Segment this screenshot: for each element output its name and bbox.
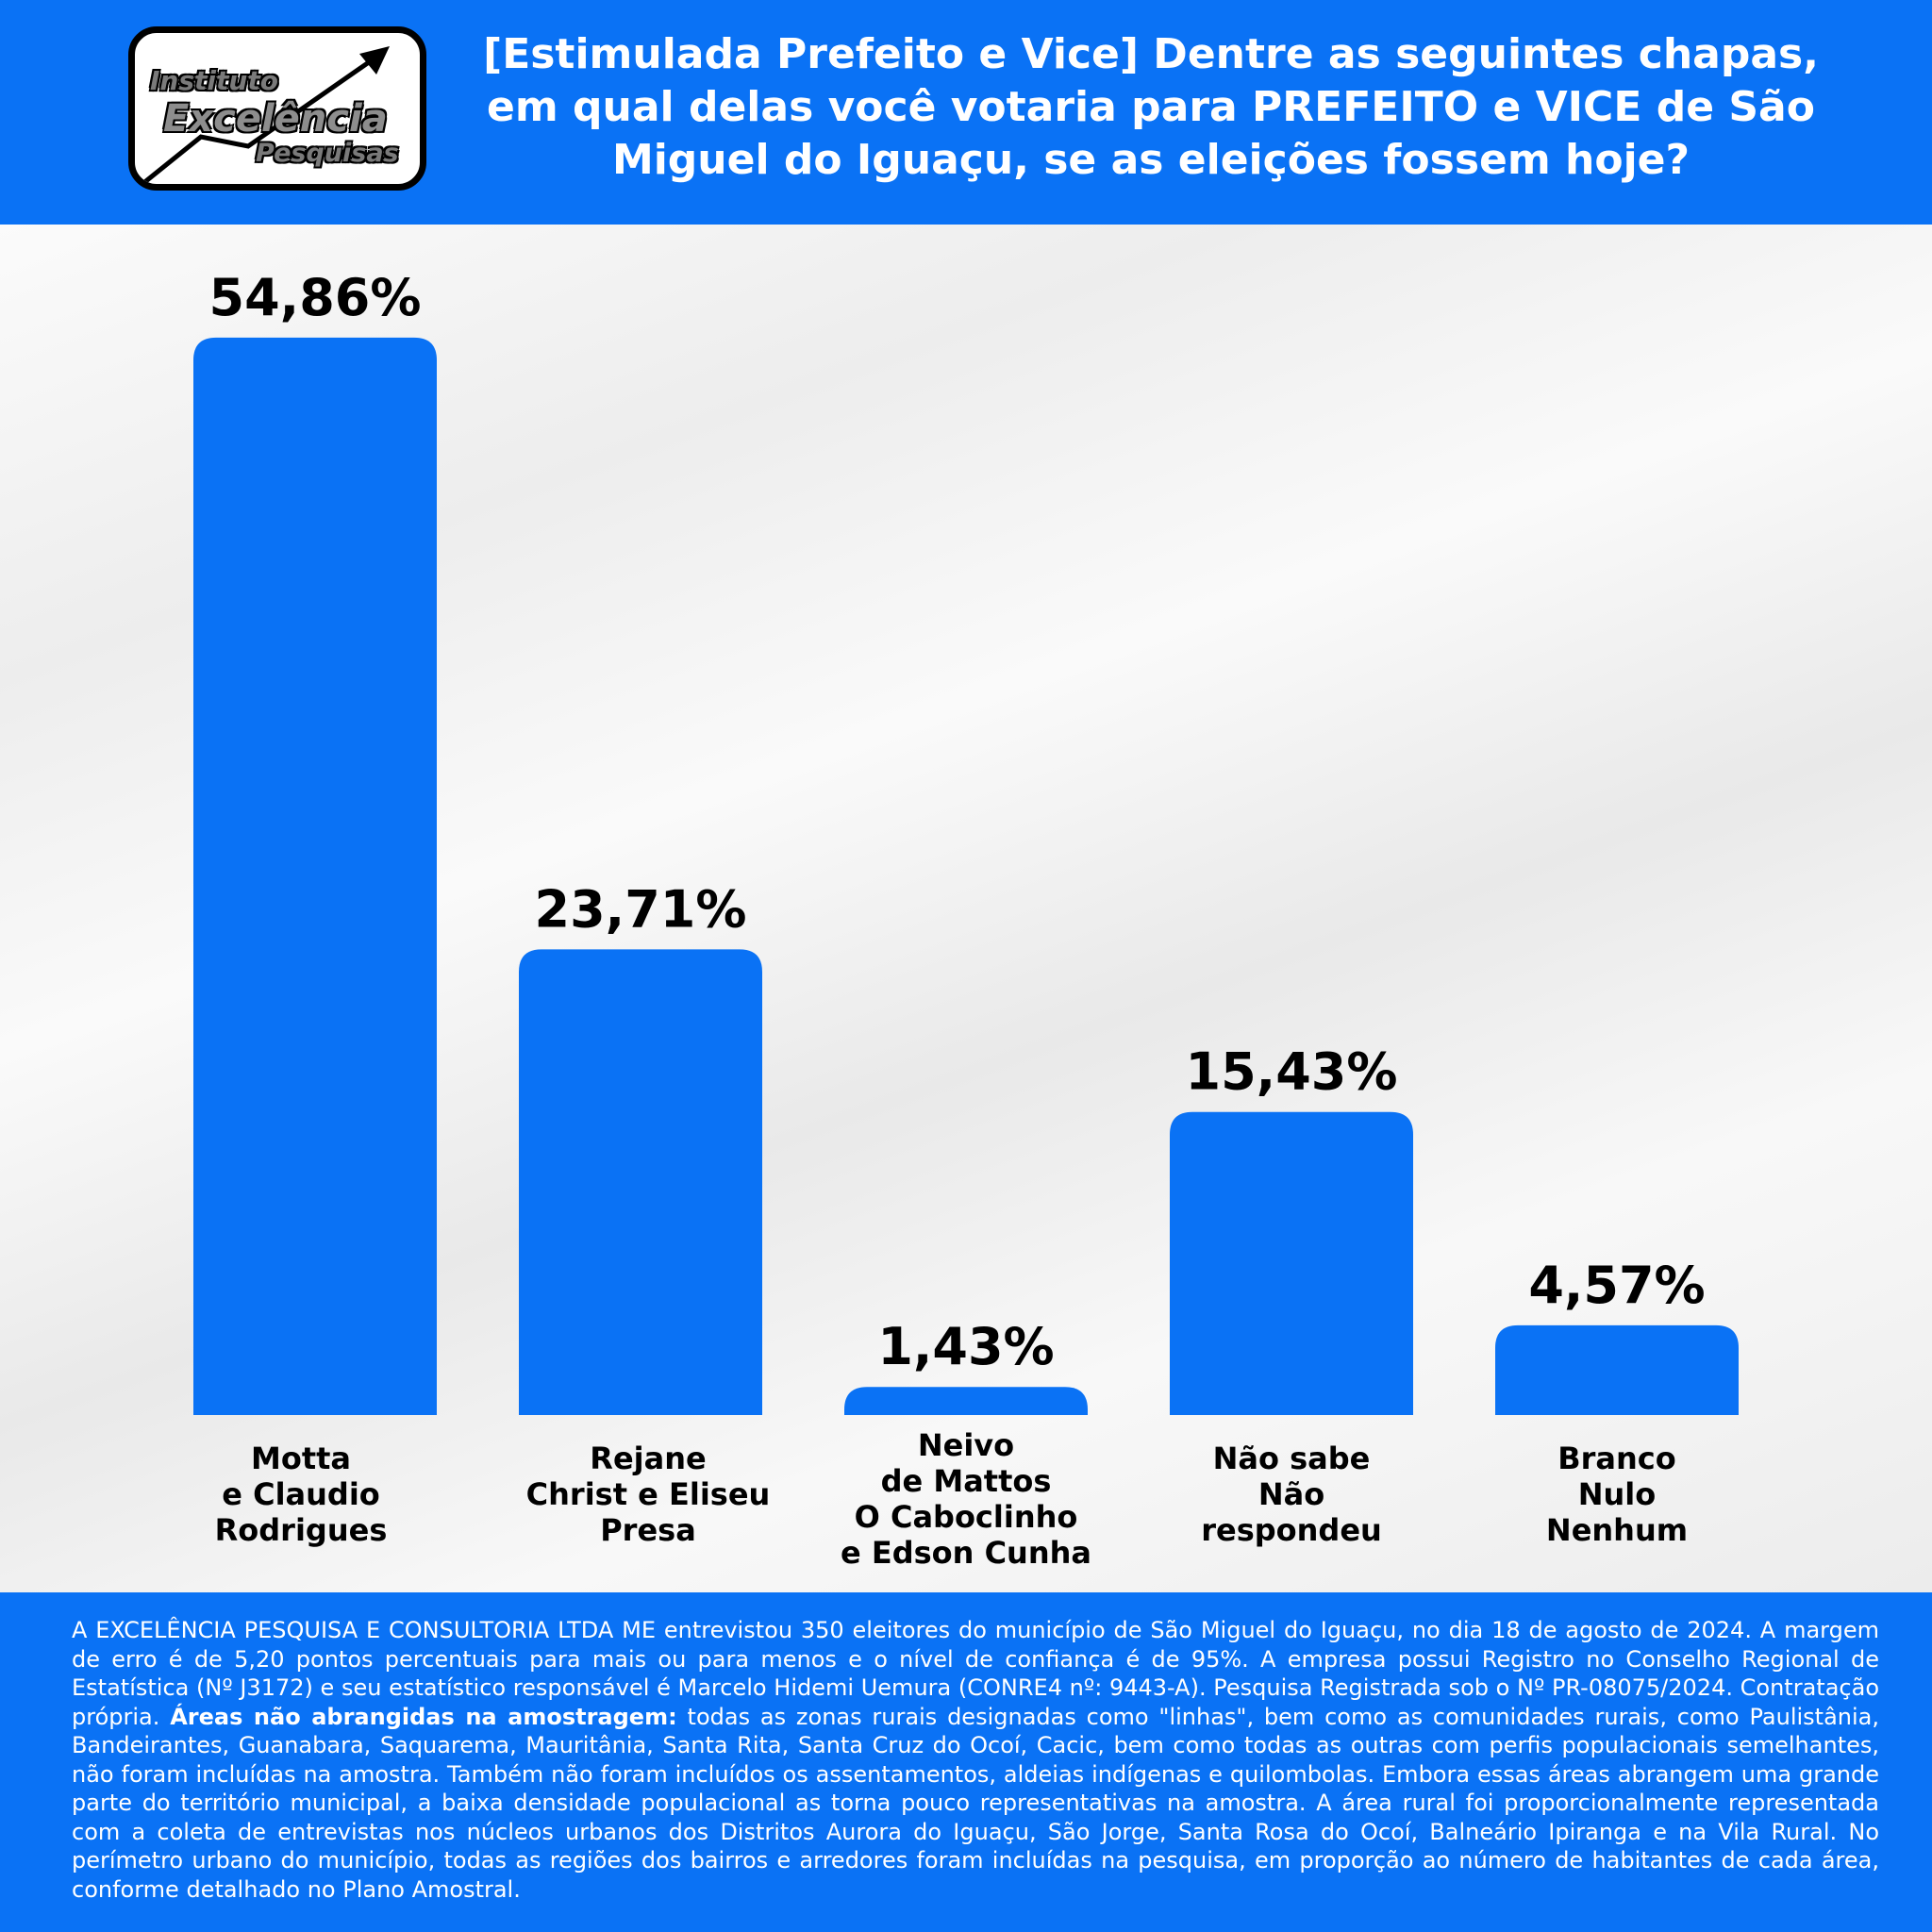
institute-logo: Instituto Excelência Pesquisas: [128, 26, 426, 191]
chart-title: [Estimulada Prefeito e Vice] Dentre as s…: [483, 30, 1819, 184]
value-label-4: 4,57%: [1528, 1256, 1705, 1315]
header-banner: Instituto Excelência Pesquisas [Estimula…: [0, 0, 1932, 225]
category-label-line: Rodrigues: [215, 1512, 388, 1548]
methodology-note-heading: Áreas não abrangidas na amostragem:: [170, 1703, 677, 1730]
category-label-1: Rejane Christ e Eliseu Presa: [526, 1441, 771, 1548]
methodology-footer: A EXCELÊNCIA PESQUISA E CONSULTORIA LTDA…: [0, 1592, 1932, 1932]
bar-chart: 54,86% Motta e Claudio Rodrigues 23,71% Rejan…: [193, 268, 1739, 1571]
category-label-3: Não sabe Não respondeu: [1201, 1441, 1382, 1548]
category-label-line: de Mattos: [881, 1463, 1052, 1499]
category-label-line: Nenhum: [1546, 1512, 1688, 1548]
methodology-note-intro: A EXCELÊNCIA PESQUISA E CONSULTORIA LTDA…: [72, 1617, 1879, 1730]
category-label-line: Rejane: [590, 1441, 706, 1476]
bar-3: [1170, 1111, 1413, 1415]
category-label-line: Branco: [1557, 1441, 1676, 1476]
category-label-line: Nulo: [1578, 1476, 1657, 1512]
bar-2: [844, 1387, 1088, 1415]
logo-text-pesquisas: Pesquisas: [256, 139, 399, 168]
category-label-line: respondeu: [1201, 1512, 1382, 1548]
category-label-2: Neivo de Mattos O Caboclinho e Edson Cunha: [841, 1427, 1091, 1571]
bar-1: [519, 949, 762, 1415]
category-label-0: Motta e Claudio Rodrigues: [215, 1441, 388, 1548]
category-label-line: Não sabe: [1213, 1441, 1371, 1476]
category-label-4: Branco Nulo Nenhum: [1546, 1441, 1688, 1548]
logo-text-instituto: Instituto: [150, 65, 278, 96]
logo-arrow-graphic: [141, 46, 390, 184]
value-label-0: 54,86%: [209, 268, 422, 327]
value-label-1: 23,71%: [535, 879, 747, 939]
category-label-line: e Claudio: [222, 1476, 380, 1512]
value-label-2: 1,43%: [877, 1317, 1054, 1376]
category-label-line: Não: [1258, 1476, 1324, 1512]
value-label-3: 15,43%: [1186, 1042, 1398, 1102]
chart-area: 54,86% Motta e Claudio Rodrigues 23,71% Rejan…: [0, 225, 1932, 1592]
logo-text-excelencia: Excelência: [163, 97, 388, 141]
bar-0: [193, 337, 437, 1415]
category-label-line: Motta: [251, 1441, 351, 1476]
bar-4: [1495, 1324, 1739, 1415]
methodology-note: A EXCELÊNCIA PESQUISA E CONSULTORIA LTDA…: [72, 1616, 1879, 1904]
category-label-line: O Caboclinho: [855, 1499, 1078, 1535]
category-label-line: e Edson Cunha: [841, 1535, 1091, 1571]
category-label-line: Presa: [600, 1512, 696, 1548]
category-label-line: Neivo: [918, 1427, 1014, 1463]
methodology-note-details: todas as zonas rurais designadas como "l…: [72, 1703, 1880, 1903]
category-label-line: Christ e Eliseu: [526, 1476, 771, 1512]
